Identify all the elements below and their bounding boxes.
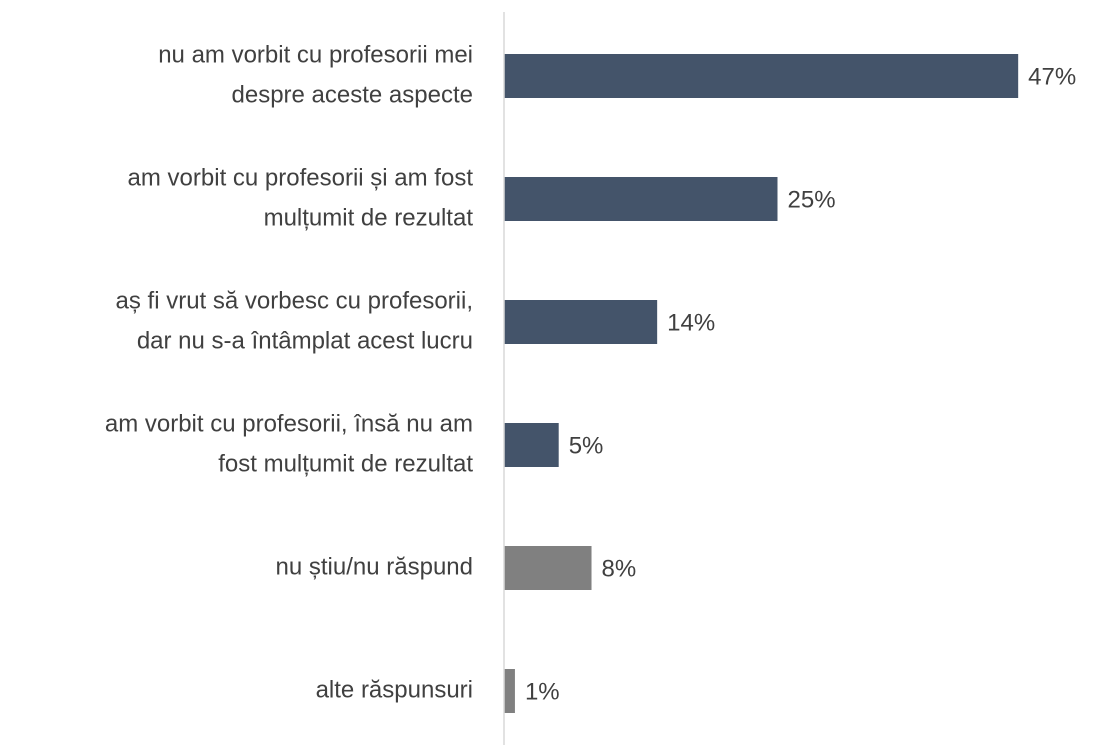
- category-label: mulțumit de rezultat: [264, 204, 474, 231]
- bar: [504, 423, 559, 467]
- bar: [504, 300, 658, 344]
- category-label: despre aceste aspecte: [232, 81, 474, 108]
- value-label: 1%: [525, 678, 560, 705]
- category-label: dar nu s-a întâmplat acest lucru: [137, 327, 473, 354]
- bar: [504, 54, 1019, 98]
- bar: [504, 177, 778, 221]
- category-label: fost mulțumit de rezultat: [218, 450, 473, 477]
- value-label: 47%: [1028, 63, 1076, 90]
- value-label: 14%: [667, 309, 715, 336]
- category-label: aș fi vrut să vorbesc cu profesorii,: [116, 287, 473, 314]
- category-label: nu am vorbit cu profesorii mei: [158, 41, 473, 68]
- value-label: 5%: [569, 432, 604, 459]
- category-label: nu știu/nu răspund: [276, 553, 473, 580]
- category-label: am vorbit cu profesorii și am fost: [128, 164, 474, 191]
- category-label: alte răspunsuri: [316, 676, 473, 703]
- bar: [504, 546, 592, 590]
- bar: [504, 669, 515, 713]
- value-label: 8%: [602, 555, 637, 582]
- value-label: 25%: [788, 186, 836, 213]
- category-label: am vorbit cu profesorii, însă nu am: [105, 410, 473, 437]
